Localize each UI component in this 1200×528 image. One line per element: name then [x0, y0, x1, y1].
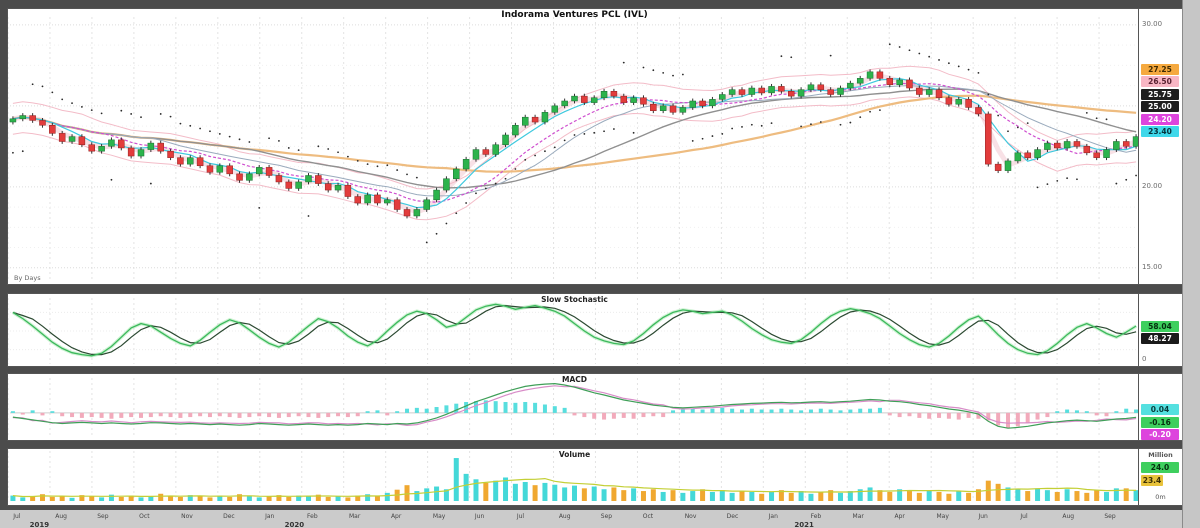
- volume-panel[interactable]: Volume Million 0m 24.0 23.4: [7, 448, 1183, 506]
- price-panel[interactable]: Indorama Ventures PCL (IVL) By Days 30.0…: [7, 8, 1183, 285]
- time-axis-month-label: Feb: [810, 513, 822, 520]
- time-axis-month-label: Jun: [474, 513, 485, 520]
- time-axis-month-label: Nov: [684, 513, 697, 520]
- stochastic-badge: 48.27: [1141, 333, 1179, 345]
- time-axis-year-label: 2021: [794, 521, 814, 528]
- time-axis-month-label: Jul: [1020, 513, 1028, 520]
- macd-badge: -0.20: [1141, 429, 1179, 441]
- price-badge: 25.75: [1141, 88, 1179, 100]
- volume-chart-svg[interactable]: [8, 449, 1141, 505]
- macd-chart-svg[interactable]: [8, 374, 1141, 440]
- right-gutter: [1182, 0, 1200, 528]
- macd-badge: 0.04: [1141, 404, 1179, 416]
- macd-axis: 0.04 -0.16 -0.20: [1138, 374, 1182, 441]
- time-axis-month-label: Dec: [223, 513, 235, 520]
- price-tick: 20.00: [1142, 181, 1163, 190]
- stochastic-chart-svg[interactable]: [8, 294, 1141, 366]
- stochastic-axis: 58.04 48.27 0: [1138, 294, 1182, 366]
- time-axis-month-label: Oct: [642, 513, 654, 520]
- time-axis-month-label: Jul: [516, 513, 525, 520]
- time-axis-month-label: Oct: [139, 513, 150, 520]
- price-badge: 24.20: [1141, 113, 1179, 125]
- time-axis-month-label: Jan: [265, 513, 275, 520]
- price-tick: 15.00: [1142, 262, 1163, 271]
- macd-badge: -0.16: [1141, 416, 1179, 428]
- time-axis-year-label: 2020: [284, 521, 305, 528]
- price-badge: 26.50: [1141, 76, 1179, 88]
- price-badge: 27.25: [1141, 63, 1179, 75]
- time-axis-month-label: Dec: [726, 513, 739, 520]
- time-axis-month-label: Mar: [852, 513, 864, 520]
- time-axis-month-label: May: [432, 513, 446, 520]
- time-axis-month-label: Jan: [768, 513, 778, 520]
- price-chart-svg[interactable]: [8, 9, 1141, 284]
- price-badge: 25.00: [1141, 101, 1179, 113]
- time-axis-month-label: Feb: [307, 513, 318, 520]
- time-axis-month-label: May: [936, 513, 949, 520]
- time-axis-month-label: Sep: [600, 513, 613, 520]
- volume-badge: 24.0: [1141, 462, 1179, 473]
- volume-axis: Million 0m 24.0 23.4: [1138, 449, 1182, 505]
- price-badge: 23.40: [1141, 126, 1179, 138]
- time-axis-month-label: Aug: [1062, 513, 1075, 520]
- time-axis-month-label: Sep: [97, 513, 109, 520]
- macd-panel[interactable]: MACD 0.04 -0.16 -0.20: [7, 373, 1183, 441]
- timeframe-label: By Days: [14, 274, 41, 282]
- time-axis-month-label: Jun: [978, 513, 988, 520]
- time-axis-month-label: Aug: [558, 513, 571, 520]
- time-axis-month-label: Mar: [348, 513, 361, 520]
- stochastic-panel[interactable]: Slow Stochastic 58.04 48.27 0: [7, 293, 1183, 367]
- volume-unit-label: Million: [1148, 451, 1173, 459]
- time-axis: Jul Aug Sep Oct Nov Dec Jan Feb Mar Apr May Jun Jul A…: [0, 506, 1183, 528]
- time-axis-month-label: Sep: [1104, 513, 1116, 520]
- volume-zero-label: 0m: [1155, 493, 1166, 501]
- time-axis-year-label: 2019: [29, 521, 50, 528]
- time-axis-month-label: Jul: [13, 513, 21, 520]
- time-axis-month-label: Aug: [55, 513, 67, 520]
- volume-badge: 23.4: [1141, 475, 1163, 486]
- stochastic-badge: 58.04: [1141, 320, 1179, 332]
- time-axis-month-label: Apr: [390, 513, 402, 520]
- stochastic-tick: 0: [1142, 354, 1147, 363]
- time-axis-month-label: Apr: [894, 513, 905, 520]
- price-tick: 30.00: [1142, 19, 1163, 28]
- price-axis: 30.00 20.00 15.00 27.25 26.50 25.75 25.00 24.20…: [1138, 9, 1182, 284]
- time-axis-month-label: Nov: [181, 513, 193, 520]
